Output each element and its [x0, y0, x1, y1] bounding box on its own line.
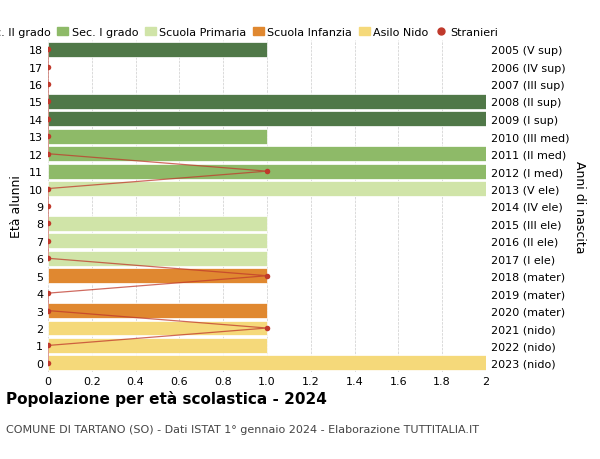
Bar: [48, 43, 267, 57]
Y-axis label: Età alunni: Età alunni: [10, 175, 23, 238]
Bar: [48, 338, 267, 353]
Bar: [48, 356, 486, 370]
Legend: Sec. II grado, Sec. I grado, Scuola Primaria, Scuola Infanzia, Asilo Nido, Stran: Sec. II grado, Sec. I grado, Scuola Prim…: [0, 24, 502, 43]
Bar: [48, 129, 267, 145]
Bar: [48, 269, 267, 284]
Text: Popolazione per età scolastica - 2024: Popolazione per età scolastica - 2024: [6, 390, 327, 406]
Bar: [48, 303, 267, 318]
Bar: [48, 217, 267, 231]
Y-axis label: Anni di nascita: Anni di nascita: [573, 160, 586, 253]
Bar: [48, 147, 486, 162]
Bar: [48, 95, 486, 110]
Bar: [48, 234, 267, 249]
Bar: [48, 321, 267, 336]
Bar: [48, 112, 486, 127]
Bar: [48, 182, 486, 196]
Text: COMUNE DI TARTANO (SO) - Dati ISTAT 1° gennaio 2024 - Elaborazione TUTTITALIA.IT: COMUNE DI TARTANO (SO) - Dati ISTAT 1° g…: [6, 424, 479, 434]
Bar: [48, 164, 486, 179]
Bar: [48, 252, 267, 266]
